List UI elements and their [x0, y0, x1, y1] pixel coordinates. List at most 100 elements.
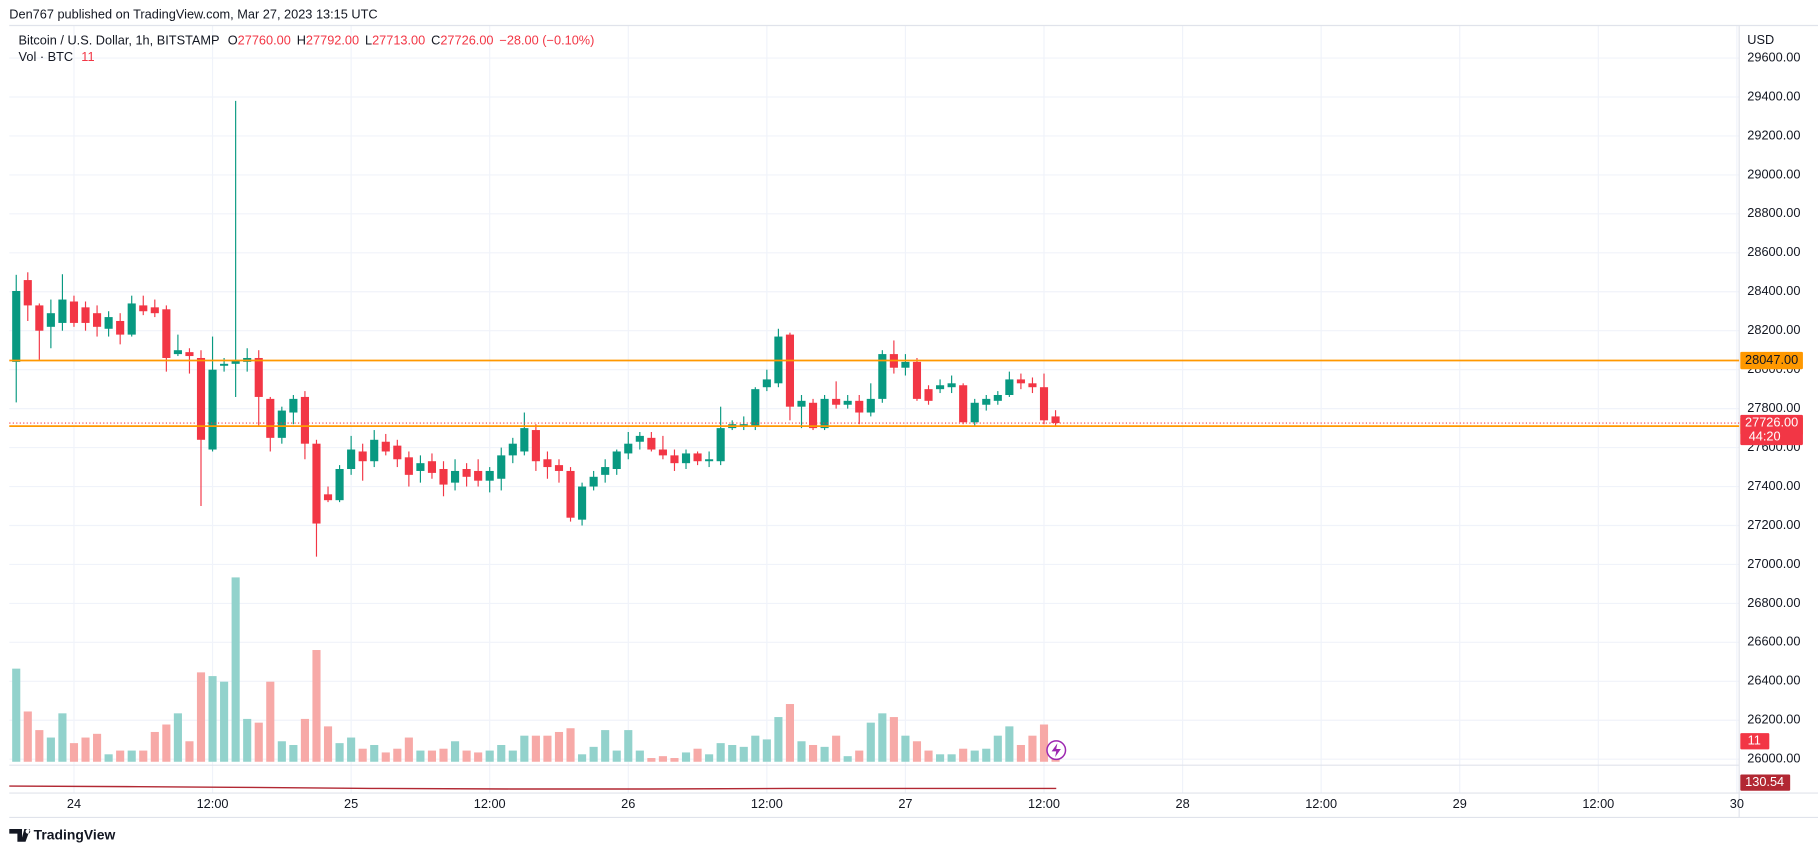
- candle-body: [439, 469, 448, 485]
- volume-bar: [924, 750, 933, 762]
- last-price-box: [1740, 414, 1803, 446]
- legend-line: Bitcoin / U.S. Dollar, 1h, BITSTAMP O277…: [19, 33, 595, 48]
- volume-bar: [1016, 744, 1025, 762]
- y-tick-label: 27800.00: [1747, 400, 1800, 415]
- candle-body: [993, 394, 1002, 401]
- x-tick-label: 27: [898, 796, 912, 811]
- candle-body: [127, 303, 136, 335]
- volume-bar: [566, 728, 575, 762]
- volume-bar: [959, 748, 968, 762]
- candle-body: [462, 469, 471, 477]
- volume-bar: [116, 750, 125, 762]
- candle-body: [578, 486, 587, 520]
- countdown: 44:20: [1749, 428, 1781, 443]
- volume-bar: [93, 733, 102, 762]
- volume-bar: [578, 754, 587, 762]
- x-tick-label: 26: [621, 796, 635, 811]
- candle-body: [866, 398, 875, 413]
- volume-bar: [543, 735, 552, 762]
- volume-bar: [855, 750, 864, 762]
- volume-bar: [150, 731, 159, 762]
- volume-bar: [993, 735, 1002, 762]
- candle-body: [150, 307, 159, 314]
- candle-body: [635, 435, 644, 442]
- candle-body: [277, 410, 286, 438]
- candle-body: [69, 301, 79, 323]
- legend-key: O: [228, 33, 238, 48]
- candle-body: [450, 470, 460, 483]
- currency: USD: [1747, 32, 1774, 47]
- legend-key: L: [365, 33, 372, 48]
- candle-body: [427, 461, 437, 473]
- x-tick-label: 12:00: [474, 796, 506, 811]
- candle-body: [1039, 387, 1049, 421]
- candle-body: [497, 455, 506, 479]
- candle-body: [959, 385, 968, 423]
- y-tick-label: 29400.00: [1747, 88, 1800, 103]
- candle-body: [670, 455, 679, 464]
- volume-bar: [323, 726, 333, 762]
- candle-body: [554, 465, 564, 471]
- footer-brand: TradingView: [34, 827, 116, 843]
- volume-bar: [462, 750, 471, 762]
- candle-body: [323, 494, 333, 501]
- candle-body: [832, 398, 841, 405]
- candle-body: [936, 385, 945, 390]
- volume-bar: [485, 750, 494, 762]
- candle-body: [266, 398, 275, 438]
- volume-bar: [300, 718, 309, 762]
- candle-body: [843, 400, 852, 405]
- volume-bar: [185, 741, 194, 762]
- candle-body: [231, 359, 240, 364]
- last-price-label: 27726.00: [1745, 414, 1798, 429]
- candle-body: [289, 398, 298, 413]
- volume-icon-bolt: [1051, 743, 1061, 758]
- y-tick-label: 29200.00: [1747, 127, 1800, 142]
- candle-body: [808, 402, 818, 429]
- volume-bar: [658, 756, 667, 762]
- volume-bar: [647, 758, 656, 762]
- candle-body: [12, 290, 21, 362]
- candle-body: [104, 317, 113, 329]
- volume-bar: [46, 737, 55, 762]
- volume-bar: [820, 746, 829, 762]
- candle-body: [601, 467, 610, 475]
- candle-body: [220, 363, 229, 366]
- volume-bar: [81, 737, 90, 762]
- candle-body: [681, 453, 691, 464]
- volume-bar: [1028, 735, 1037, 762]
- volume-bar: [681, 752, 691, 762]
- candle-body: [116, 320, 125, 335]
- volume-bar: [670, 758, 679, 762]
- x-tick-label: 28: [1175, 796, 1189, 811]
- volume-bar: [243, 718, 252, 762]
- legend-value: 27713.00: [372, 33, 425, 48]
- volume-bar: [104, 754, 113, 762]
- candle-body: [381, 441, 390, 452]
- legend-value: 27726.00: [440, 33, 493, 48]
- volume-bar: [266, 681, 275, 762]
- candle-body: [58, 299, 67, 323]
- volume-bar: [358, 748, 367, 762]
- volume-bar: [254, 722, 263, 762]
- volume-bar: [196, 672, 206, 762]
- volume-bar: [912, 741, 922, 762]
- volume-value: 11: [81, 49, 94, 64]
- volume-bar: [231, 577, 240, 762]
- candle-body: [93, 313, 102, 327]
- candle-body: [208, 369, 217, 450]
- candle-body: [705, 459, 714, 462]
- candle-body: [878, 354, 887, 399]
- volume-bar: [335, 743, 344, 762]
- volume-bar: [554, 731, 564, 762]
- candle-body: [947, 383, 956, 388]
- legend-value: 27760.00: [238, 33, 291, 48]
- volume-bar: [58, 713, 67, 762]
- candle-body: [35, 305, 44, 331]
- x-tick-label: 24: [67, 796, 81, 811]
- candle-body: [358, 451, 367, 462]
- candle-body: [139, 305, 148, 312]
- y-tick-label: 29600.00: [1747, 49, 1800, 64]
